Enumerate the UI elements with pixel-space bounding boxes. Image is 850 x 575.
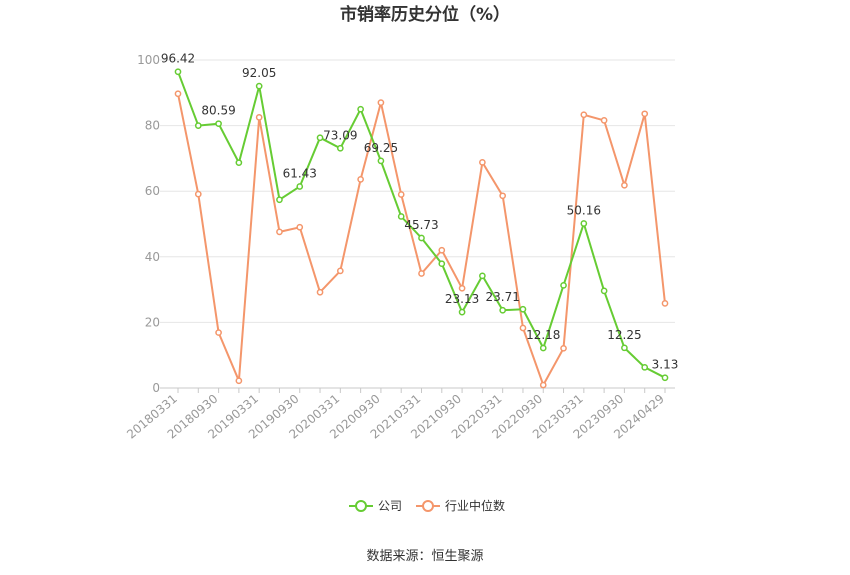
legend-marker <box>422 500 434 512</box>
x-axis-ticks: 2018033120180930201903312019093020200331… <box>124 392 667 442</box>
legend-label: 公司 <box>378 499 402 513</box>
data-point <box>377 157 385 165</box>
data-point <box>316 288 324 296</box>
data-point <box>580 111 588 119</box>
legend[interactable]: 公司 行业中位数 <box>349 498 505 513</box>
data-point <box>458 284 466 292</box>
data-point <box>235 377 243 385</box>
data-point <box>580 220 588 227</box>
data-source-note: 数据来源：恒生聚源 <box>366 549 483 564</box>
data-point <box>397 191 405 198</box>
data-point <box>235 159 243 167</box>
y-tick-label: 100 <box>137 53 160 67</box>
y-tick-label: 60 <box>145 184 160 198</box>
y-tick-label: 20 <box>145 315 160 329</box>
data-point <box>336 144 344 152</box>
data-label: 23.71 <box>485 290 519 304</box>
data-point <box>336 267 344 275</box>
data-point <box>661 300 669 307</box>
data-label: 23.13 <box>445 292 479 306</box>
data-point <box>276 196 283 204</box>
data-point <box>397 213 405 220</box>
data-point <box>519 324 527 332</box>
data-point <box>458 308 466 316</box>
legend-label: 行业中位数 <box>445 498 505 513</box>
data-labels: 96.42 80.59 92.05 61.43 73.09 69.25 45.73 23.13… <box>161 52 679 372</box>
y-tick-label: 40 <box>145 250 160 264</box>
data-point <box>560 344 567 352</box>
data-point <box>539 344 547 352</box>
data-point <box>661 374 669 382</box>
data-point <box>539 381 547 389</box>
data-label: 69.25 <box>364 141 398 155</box>
data-label: 45.73 <box>404 218 438 232</box>
data-point <box>377 99 385 106</box>
data-point <box>479 272 486 280</box>
series-layer <box>174 68 669 389</box>
data-label: 96.42 <box>161 52 195 66</box>
legend-item-industry-median[interactable]: 行业中位数 <box>416 498 505 513</box>
series-industry-median <box>174 90 669 389</box>
data-point <box>438 246 446 254</box>
data-point <box>438 260 446 268</box>
data-point <box>296 183 304 190</box>
data-point <box>174 68 182 76</box>
legend-item-company[interactable]: 公司 <box>349 499 402 513</box>
data-point <box>357 176 364 183</box>
data-point <box>255 82 263 90</box>
data-label: 80.59 <box>201 104 235 118</box>
data-label: 61.43 <box>283 167 317 181</box>
x-axis <box>160 387 675 393</box>
data-point <box>215 120 222 128</box>
data-point <box>600 117 608 124</box>
data-point <box>174 90 182 98</box>
data-point <box>519 305 527 313</box>
data-point <box>499 192 507 200</box>
data-point <box>276 228 283 236</box>
data-point <box>418 234 425 242</box>
data-point <box>194 122 202 129</box>
data-label: 73.09 <box>323 128 357 142</box>
data-label: 50.16 <box>567 203 601 217</box>
data-label: 3.13 <box>652 358 679 372</box>
data-point <box>600 287 608 295</box>
data-point <box>641 363 649 371</box>
data-point <box>215 329 222 336</box>
y-axis-ticks: 0 20 40 60 80 100 <box>137 53 160 395</box>
data-label: 92.05 <box>242 66 276 80</box>
data-point <box>479 158 486 166</box>
data-point <box>560 281 567 289</box>
data-point <box>316 134 324 142</box>
data-point <box>194 190 202 198</box>
data-point <box>641 110 649 118</box>
data-point <box>255 114 263 121</box>
chart-title: 市销率历史分位（%） <box>340 4 510 25</box>
data-point <box>499 306 507 314</box>
legend-marker <box>355 500 367 512</box>
data-label: 12.18 <box>526 328 560 342</box>
data-point <box>621 344 628 352</box>
data-label: 12.25 <box>607 328 641 342</box>
y-tick-label: 80 <box>145 119 160 133</box>
data-point <box>621 181 628 189</box>
series-company <box>174 68 669 382</box>
data-point <box>357 105 364 113</box>
data-point <box>418 270 425 277</box>
data-point <box>296 223 304 231</box>
y-tick-label: 0 <box>152 381 160 395</box>
